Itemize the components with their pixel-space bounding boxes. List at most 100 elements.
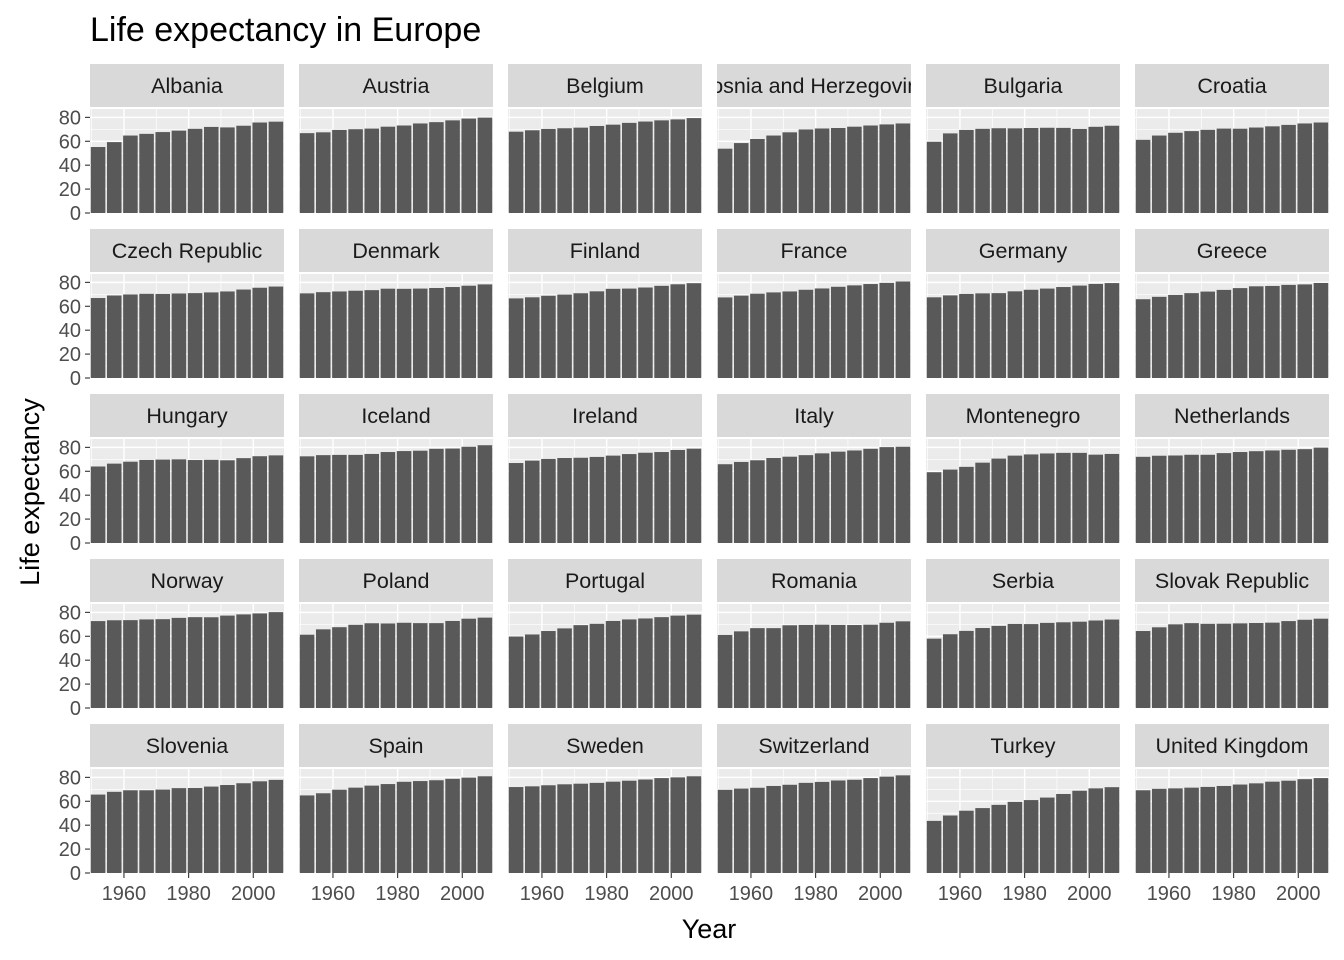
facet-strip-label: Germany [979, 239, 1068, 263]
bar [654, 120, 669, 213]
bar [733, 143, 749, 213]
bar [766, 628, 781, 708]
bar [396, 125, 412, 213]
bar [1232, 452, 1248, 543]
panel-background [299, 604, 493, 708]
x-tick-label: 1960 [311, 883, 356, 905]
bar [332, 454, 347, 543]
bar [268, 121, 284, 213]
facet-strip-label: Austria [363, 74, 430, 98]
bar [299, 795, 315, 873]
bar [895, 775, 911, 873]
facet-panel: Portugal [508, 559, 702, 709]
bar [733, 788, 749, 873]
facet-strip [299, 229, 493, 272]
bar [733, 461, 749, 543]
bar [396, 781, 412, 873]
facet-panel: Croatia [1135, 64, 1329, 214]
bar [171, 459, 187, 543]
bar [171, 293, 187, 378]
bar [1281, 621, 1296, 708]
panel-background [1135, 769, 1329, 873]
facet-strip [717, 64, 911, 107]
bar [171, 788, 187, 873]
bar [863, 778, 878, 873]
y-tick-label: 0 [70, 698, 81, 720]
facet-panel: Switzerland 1960 1980 2000 [717, 724, 911, 905]
bar [605, 781, 621, 873]
bar [220, 127, 235, 213]
bar [991, 128, 1007, 213]
bar [654, 617, 669, 708]
bar [830, 451, 846, 543]
bar [332, 129, 347, 213]
bar [686, 118, 702, 213]
bar [1104, 125, 1120, 213]
bar [1104, 283, 1120, 378]
bar [573, 783, 589, 873]
bar [1168, 624, 1183, 708]
bar [315, 132, 331, 213]
y-tick-label: 40 [59, 485, 81, 507]
bar [686, 614, 702, 708]
bar [975, 808, 990, 873]
facet-strip [717, 229, 911, 272]
bar [220, 785, 235, 873]
bar [396, 288, 412, 378]
bar [686, 448, 702, 543]
bar [605, 288, 621, 378]
facet-strip-label: Sweden [566, 734, 644, 758]
bar [236, 289, 251, 378]
bar [123, 620, 138, 708]
bar [364, 785, 380, 873]
bar [798, 289, 814, 378]
facet-strip [299, 724, 493, 767]
bar [959, 630, 974, 708]
bar [686, 283, 702, 378]
bar [461, 285, 477, 378]
x-tick-label: 2000 [858, 883, 903, 905]
panel-background [299, 769, 493, 873]
bar [926, 820, 942, 873]
bar [798, 782, 814, 873]
bar [654, 285, 669, 378]
bar [975, 128, 990, 213]
bar [1200, 786, 1216, 873]
bar [90, 794, 106, 873]
bar [1023, 624, 1039, 708]
bar [364, 623, 380, 708]
facet-panel: United Kingdom 1960 1980 2000 [1135, 724, 1329, 905]
bar [477, 445, 493, 543]
bar [315, 793, 331, 873]
bar [171, 130, 187, 213]
bar [524, 130, 540, 213]
facet-strip [1135, 229, 1329, 272]
bar [750, 628, 765, 708]
bar [171, 617, 187, 708]
bar [268, 286, 284, 378]
bar [123, 790, 138, 873]
bar [315, 292, 331, 378]
bar [670, 284, 686, 378]
bar [139, 790, 154, 873]
facet-strip [90, 64, 284, 107]
bar [717, 297, 733, 378]
panel-background [717, 274, 911, 378]
bar [830, 128, 846, 213]
x-tick-label: 1980 [1002, 883, 1047, 905]
bar [638, 779, 653, 873]
bar [1297, 449, 1313, 543]
bar [412, 623, 428, 708]
bar [782, 784, 798, 873]
bar [445, 287, 460, 378]
facet-strip [926, 559, 1120, 602]
facet-strip-label: Italy [794, 404, 834, 428]
bar [155, 789, 171, 873]
facet-strip [299, 394, 493, 437]
x-tick-label: 2000 [1276, 883, 1321, 905]
bar [332, 789, 347, 873]
bar [1168, 455, 1183, 543]
panel-background [1135, 604, 1329, 708]
bar [348, 787, 363, 873]
bar [1088, 454, 1104, 543]
